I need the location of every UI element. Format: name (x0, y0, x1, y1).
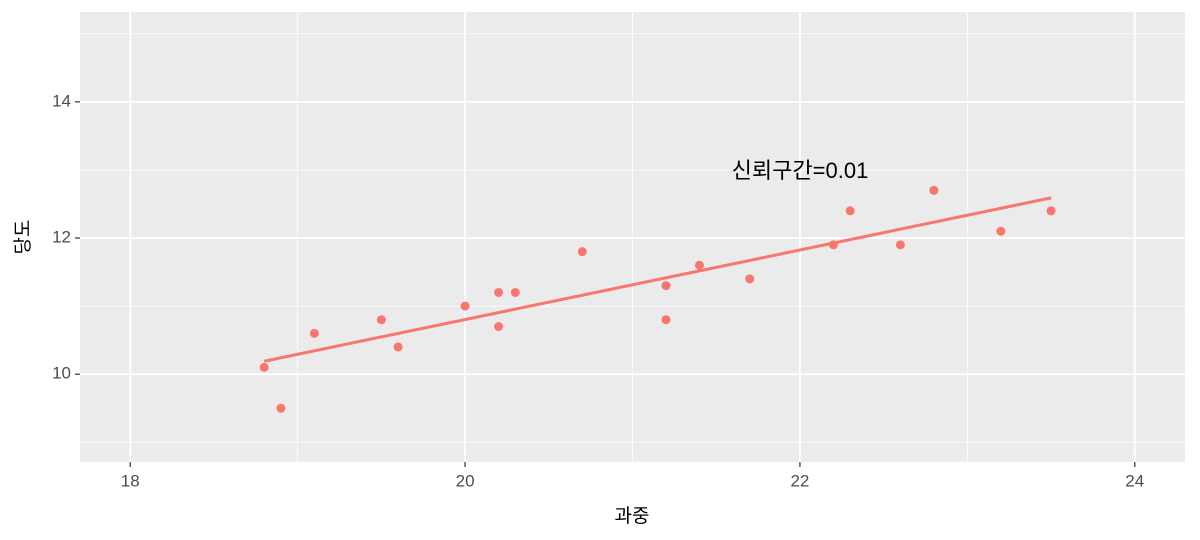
x-axis-label: 과중 (615, 505, 650, 527)
y-tick-label: 14 (52, 91, 71, 110)
y-tick-label: 10 (52, 364, 71, 383)
annotation: 신뢰구간=0.01 (732, 158, 869, 183)
point (510, 287, 520, 297)
point (845, 206, 855, 216)
point (460, 301, 470, 311)
x-tick-label: 18 (121, 471, 140, 490)
x-tick-label: 24 (1125, 471, 1144, 490)
point (494, 287, 504, 297)
y-axis-label: 당도 (12, 220, 34, 255)
point (577, 247, 587, 257)
fit-line (263, 196, 1052, 363)
point (259, 362, 269, 372)
point (895, 240, 905, 250)
point (276, 403, 286, 413)
x-tick-label: 22 (790, 471, 809, 490)
point (376, 315, 386, 325)
point (745, 274, 755, 284)
point (309, 328, 319, 338)
point (1046, 206, 1056, 216)
y-tick-label: 12 (52, 228, 71, 247)
point (661, 315, 671, 325)
point (661, 281, 671, 291)
point (393, 342, 403, 352)
point (929, 185, 939, 195)
point (828, 240, 838, 250)
point (996, 226, 1006, 236)
point (494, 322, 504, 332)
x-tick-label: 20 (456, 471, 475, 490)
point (694, 260, 704, 270)
